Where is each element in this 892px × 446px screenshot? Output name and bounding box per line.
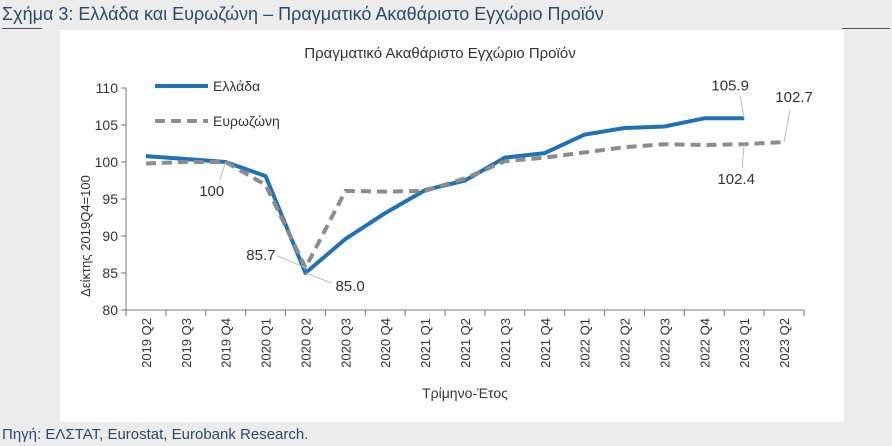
x-tick-label: 2020 Q4 <box>378 318 393 368</box>
chart-title: Πραγματικό Ακαθάριστο Εγχώριο Προϊόν <box>304 45 575 62</box>
y-axis: 80 85 90 95 100 105 110 <box>95 80 127 318</box>
y-tick-label: 110 <box>96 80 119 96</box>
y-axis-label: Δείκτης 2019Q4=100 <box>78 175 93 297</box>
series-layer <box>145 116 785 275</box>
x-tick-label: 2021 Q4 <box>538 318 553 368</box>
source-note: Πηγή: ΕΛΣΤΑΤ, Eurostat, Eurobank Researc… <box>2 426 309 443</box>
annotation-leader <box>741 144 745 169</box>
y-tick-label: 100 <box>95 154 119 170</box>
x-tick-label: 2023 Q1 <box>737 318 752 368</box>
x-tick-label: 2021 Q1 <box>418 318 433 368</box>
x-tick-label: 2022 Q1 <box>578 318 593 368</box>
x-axis-label: Τρίμηνο-Έτος <box>422 385 508 401</box>
x-tick-label: 2022 Q2 <box>618 318 633 368</box>
x-tick-label: 2022 Q3 <box>657 318 672 368</box>
annotation-leader <box>305 272 332 284</box>
x-tick-label: 2020 Q3 <box>338 318 353 368</box>
y-tick-label: 95 <box>102 191 118 207</box>
annotation-layer: 100 85.7 85.0 105.9 102.4 102.7 <box>199 77 813 295</box>
title-rule-right <box>842 28 890 29</box>
data-label: 102.4 <box>717 171 755 188</box>
data-label: 102.7 <box>775 89 813 106</box>
y-tick-label: 90 <box>102 228 118 244</box>
x-tick-label: 2023 Q2 <box>777 318 792 368</box>
x-tick-label: 2020 Q1 <box>259 318 274 368</box>
data-label: 85.7 <box>246 247 275 264</box>
data-label: 85.0 <box>335 278 364 295</box>
series-line-eurozone <box>145 140 785 270</box>
x-tick-label: 2019 Q4 <box>219 318 234 368</box>
chart-panel: Πραγματικό Ακαθάριστο Εγχώριο Προϊόν 80 8… <box>60 30 844 422</box>
figure-title: Σχήμα 3: Ελλάδα και Ευρωζώνη – Πραγματικ… <box>2 4 604 24</box>
y-tick-label: 105 <box>95 117 119 133</box>
legend-label-greece: Ελλάδα <box>213 78 260 94</box>
data-label: 105.9 <box>711 77 749 94</box>
x-tick-label: 2022 Q4 <box>697 318 712 368</box>
x-tick-label: 2020 Q2 <box>298 318 313 368</box>
x-tick-label: 2019 Q2 <box>139 318 154 368</box>
x-tick-label: 2019 Q3 <box>179 318 194 368</box>
gdp-line-chart: Πραγματικό Ακαθάριστο Εγχώριο Προϊόν 808… <box>78 45 813 401</box>
y-tick-label: 85 <box>102 265 118 281</box>
annotation-leader <box>277 255 306 269</box>
annotation-leader <box>739 96 745 119</box>
annotation-leader <box>783 109 791 143</box>
series-line-greece <box>145 116 745 275</box>
x-axis: 2019 Q2 2019 Q3 2019 Q4 2020 Q1 2020 Q2 2020 … <box>125 309 805 368</box>
x-tick-label: 2021 Q2 <box>458 318 473 368</box>
legend: Ελλάδα Ευρωζώνη <box>155 78 280 129</box>
title-rule-left <box>2 28 42 29</box>
legend-label-eurozone: Ευρωζώνη <box>213 113 280 129</box>
data-label: 100 <box>199 183 224 200</box>
annotation-leader <box>219 161 227 181</box>
y-tick-label: 80 <box>102 302 118 318</box>
x-tick-label: 2021 Q3 <box>498 318 513 368</box>
